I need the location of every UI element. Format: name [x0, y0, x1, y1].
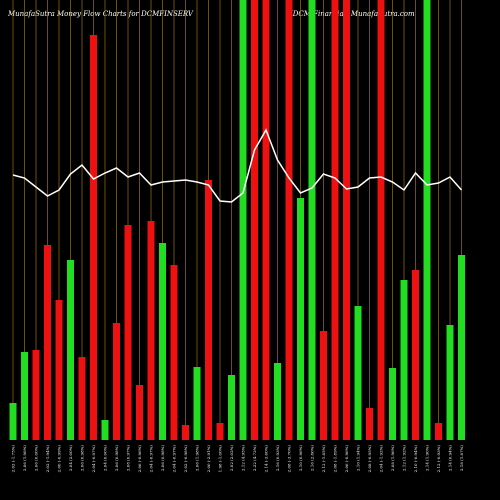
bar	[101, 420, 109, 440]
x-tick-label: 2.08 (1.96%)	[390, 445, 395, 471]
x-tick-label: 2.16 (2.86%)	[310, 445, 315, 471]
x-tick-label: 2.14 (0.94%)	[448, 445, 453, 471]
bar	[193, 367, 201, 440]
x-tick-label: 2.06 (1.98%)	[195, 445, 200, 471]
bar	[44, 245, 51, 440]
bar	[147, 221, 155, 440]
x-tick-label: 2.08 (-0.95%)	[367, 445, 372, 473]
bar	[366, 408, 373, 440]
bar	[113, 323, 120, 440]
x-tick-label: 2.04 (-0.97%)	[172, 445, 177, 473]
x-tick-label: 2.18 (1.87%)	[459, 445, 464, 471]
bar	[90, 35, 97, 440]
bar	[458, 255, 465, 440]
money-flow-line	[12, 128, 463, 203]
x-tick-label: 2.12 (-0.93%)	[436, 445, 441, 473]
x-tick-label: 2.06 (0.98%)	[160, 445, 165, 471]
x-tick-label: 2.00 (-0.99%)	[57, 445, 62, 473]
bar	[274, 363, 281, 440]
bar	[297, 198, 304, 440]
x-tick-label: 2.10 (1.94%)	[356, 445, 361, 471]
x-tick-label: 2.22 (4.72%)	[252, 445, 257, 471]
x-tick-label: 2.14 (1.90%)	[425, 445, 430, 471]
bar	[136, 385, 143, 440]
bar	[205, 180, 212, 440]
x-tick-label: 2.12 (-1.85%)	[321, 445, 326, 473]
bar	[331, 0, 339, 440]
bar	[55, 300, 63, 440]
bar	[9, 403, 17, 440]
x-tick-label: 2.10 (-0.94%)	[413, 445, 418, 473]
bar	[159, 243, 166, 440]
x-tick-label: 2.04 (-1.92%)	[379, 445, 384, 473]
bar	[228, 375, 235, 440]
x-tick-label: 2.06 (0.98%)	[114, 445, 119, 471]
x-tick-label: 2.02 (-1.94%)	[45, 445, 50, 473]
x-tick-label: 2.08 (-1.89%)	[333, 445, 338, 473]
bar	[216, 423, 224, 440]
bar	[423, 0, 431, 440]
x-tick-label: 2.06 (1.98%)	[22, 445, 27, 471]
bar	[354, 306, 362, 440]
bar	[400, 280, 408, 440]
bar	[32, 350, 40, 440]
x-tick-label: 2.12 (4.95%)	[241, 445, 246, 471]
bar	[285, 0, 293, 440]
x-tick-label: 2.06 (-0.96%)	[344, 445, 349, 473]
bar	[262, 0, 270, 440]
x-tick-label: 1.98 (-1.00%)	[218, 445, 223, 473]
bar	[308, 0, 316, 440]
x-tick-label: 2.08 (0.97%)	[126, 445, 131, 471]
x-tick-label: 2.02 (2.02%)	[229, 445, 234, 471]
bar	[435, 423, 442, 440]
x-tick-label: 2.08 (-3.70%)	[287, 445, 292, 473]
x-tick-label: 2.02 (-1.75%)	[11, 445, 16, 473]
bar	[377, 0, 385, 440]
chart-subtitle: (DCM Financial) MunafaSutra.com	[290, 10, 415, 18]
bar	[239, 0, 247, 440]
bar	[124, 225, 132, 440]
bar	[21, 352, 28, 440]
bar	[446, 325, 454, 440]
bar	[78, 357, 86, 440]
bar	[170, 265, 178, 440]
x-tick-label: 2.04 (-0.97%)	[91, 445, 96, 473]
chart-title: MunafaSutra Money Flow Charts for DCMFIN…	[7, 10, 194, 18]
x-tick-label: 2.04 (2.00%)	[68, 445, 73, 471]
bar	[182, 425, 189, 440]
bar	[320, 331, 327, 440]
x-tick-label: 2.04 (0.00%)	[103, 445, 108, 471]
x-tick-label: 2.06 (-0.96%)	[137, 445, 142, 473]
x-tick-label: 2.12 (1.92%)	[402, 445, 407, 471]
x-tick-label: 2.00 (-2.91%)	[206, 445, 211, 473]
x-tick-label: 2.14 (-3.60%)	[264, 445, 269, 473]
x-tick-label: 2.06 (0.00%)	[34, 445, 39, 471]
x-tick-label: 2.10 (0.96%)	[298, 445, 303, 471]
x-tick-label: 2.04 (-0.97%)	[149, 445, 154, 473]
bar	[343, 0, 350, 440]
bar	[412, 270, 419, 440]
x-tick-label: 2.16 (0.93%)	[275, 445, 280, 471]
bar	[251, 0, 258, 440]
x-tick-label: 2.02 (-0.98%)	[183, 445, 188, 473]
bar	[67, 260, 74, 440]
bar	[389, 368, 396, 440]
x-tick-label: 2.06 (0.98%)	[80, 445, 85, 471]
